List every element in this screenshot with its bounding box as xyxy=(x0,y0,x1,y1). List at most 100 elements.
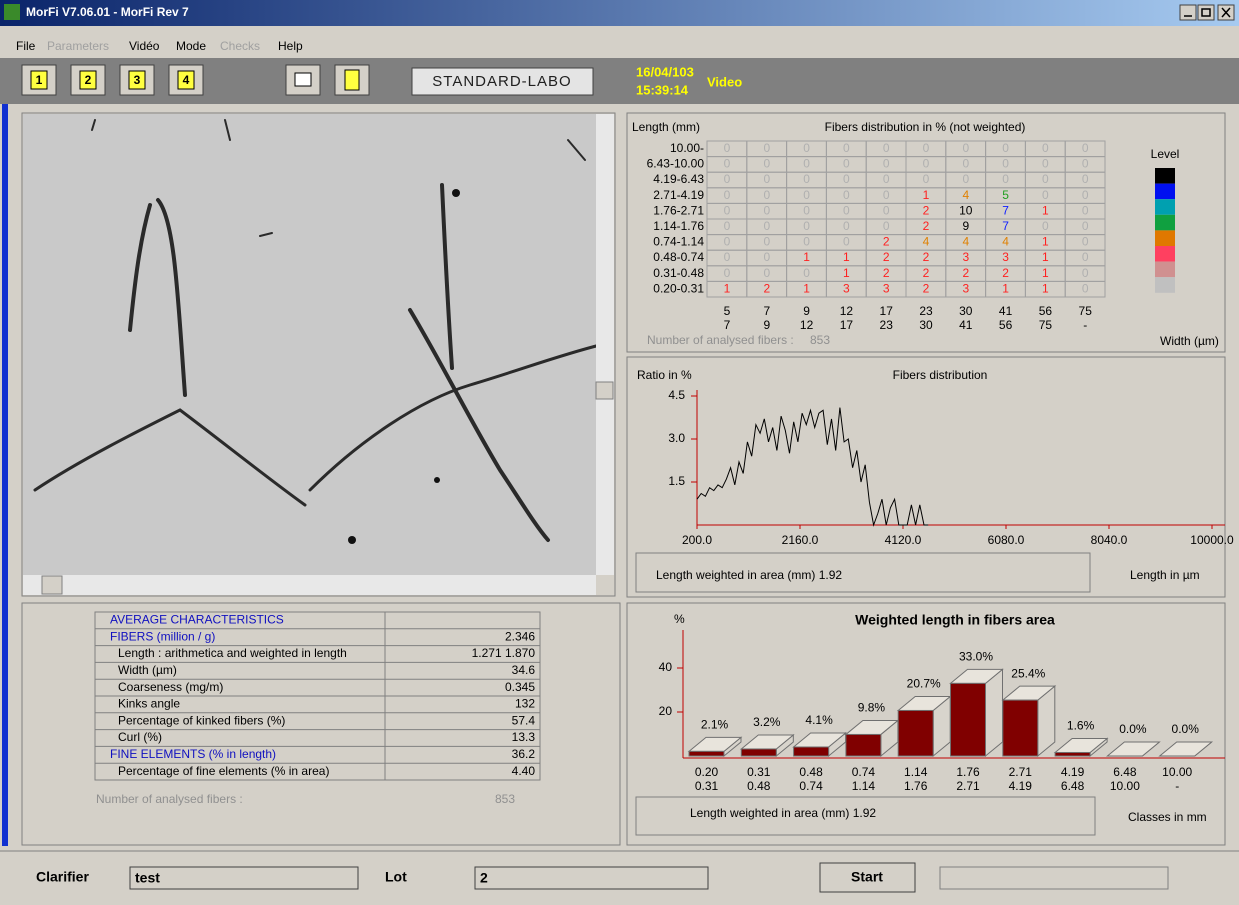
y-tick-label: 1.5 xyxy=(668,474,685,488)
cell-value: 3 xyxy=(843,281,850,295)
cell-value: 0 xyxy=(763,188,770,202)
x-tick-label: 2.71 xyxy=(1009,765,1033,779)
col-label: 30 xyxy=(959,304,973,318)
row-label: FINE ELEMENTS (% in length) xyxy=(110,747,276,761)
cell-value: 1 xyxy=(843,250,850,264)
menu-item: File xyxy=(16,39,36,53)
maximize-button[interactable] xyxy=(1198,5,1214,20)
screen-button-label: 4 xyxy=(183,73,190,87)
level-swatch xyxy=(1155,277,1175,293)
row-value: 13.3 xyxy=(512,730,536,744)
x-tick-label: 0.31 xyxy=(695,779,719,793)
col-label: 12 xyxy=(840,304,854,318)
y-tick-label: 20 xyxy=(659,704,673,718)
col-label: 23 xyxy=(919,304,933,318)
x-tick-label: 0.31 xyxy=(747,765,771,779)
menu-item: Parameters xyxy=(47,39,109,53)
cell-value: 1 xyxy=(1042,203,1049,217)
cell-value: 0 xyxy=(763,235,770,249)
cell-value: 0 xyxy=(1002,157,1009,171)
x-axis-label: Length in µm xyxy=(1130,568,1200,582)
cell-value: 2 xyxy=(923,250,930,264)
y-tick-label: 40 xyxy=(659,660,673,674)
microscope-image xyxy=(23,114,596,575)
x-tick-label: 0.20 xyxy=(695,765,719,779)
x-tick-label: 6.48 xyxy=(1113,765,1137,779)
cell-value: 0 xyxy=(724,141,731,155)
bar xyxy=(898,710,933,756)
row-label: FIBERS (million / g) xyxy=(110,629,215,643)
date: 16/04/103 xyxy=(636,64,694,79)
cell-value: 0 xyxy=(1082,250,1089,264)
cell-value: 2 xyxy=(923,266,930,280)
minimize-button[interactable] xyxy=(1180,5,1196,20)
value-label: 2.1% xyxy=(701,718,729,732)
cell-value: 0 xyxy=(843,188,850,202)
cell-value: 3 xyxy=(883,281,890,295)
screen-button-label: 1 xyxy=(36,73,43,87)
clarifier-input[interactable] xyxy=(130,867,358,889)
cell-value: 0 xyxy=(843,203,850,217)
x-tick-label: 8040.0 xyxy=(1091,533,1128,547)
bar xyxy=(794,747,829,756)
h-scrollbar[interactable] xyxy=(23,575,596,595)
cell-value: 0 xyxy=(962,157,969,171)
cell-value: 1 xyxy=(1042,266,1049,280)
cell-value: 0 xyxy=(803,203,810,217)
row-label: 6.43-10.00 xyxy=(647,157,705,171)
cell-value: 0 xyxy=(843,172,850,186)
v-scroll-thumb[interactable] xyxy=(596,382,613,399)
cell-value: 0 xyxy=(843,157,850,171)
cell-value: 0 xyxy=(724,235,731,249)
cell-value: 4 xyxy=(962,235,969,249)
count-value: 853 xyxy=(810,333,830,347)
matrix-title: Fibers distribution in % (not weighted) xyxy=(825,120,1026,134)
cell-value: 3 xyxy=(962,250,969,264)
col-label: 56 xyxy=(999,318,1013,332)
row-label: 0.48-0.74 xyxy=(653,250,704,264)
col-label: 41 xyxy=(959,318,973,332)
row-label: 4.19-6.43 xyxy=(653,172,704,186)
cell-value: 0 xyxy=(1042,219,1049,233)
cell-value: 2 xyxy=(923,281,930,295)
y-tick-label: 3.0 xyxy=(668,431,685,445)
cell-value: 0 xyxy=(843,235,850,249)
row-label: 2.71-4.19 xyxy=(653,188,704,202)
v-scrollbar[interactable] xyxy=(596,114,614,575)
cell-value: 0 xyxy=(1082,281,1089,295)
menu-item: Help xyxy=(278,39,303,53)
screen-button-label: 2 xyxy=(85,73,92,87)
bar xyxy=(1003,700,1038,756)
cell-value: 4 xyxy=(923,235,930,249)
x-tick-label: 0.48 xyxy=(747,779,771,793)
x-tick-label: 1.76 xyxy=(956,765,980,779)
level-swatch xyxy=(1155,246,1175,262)
row-label: 10.00- xyxy=(670,141,704,155)
col-label: 17 xyxy=(840,318,854,332)
cell-value: 2 xyxy=(923,203,930,217)
y-tick-label: 4.5 xyxy=(668,388,685,402)
bar-side xyxy=(986,669,1003,756)
cell-value: 0 xyxy=(962,141,969,155)
cell-value: 0 xyxy=(763,266,770,280)
cell-value: 0 xyxy=(763,172,770,186)
progress-bar xyxy=(940,867,1168,889)
col-label: 9 xyxy=(763,318,770,332)
cell-value: 0 xyxy=(1042,157,1049,171)
row-label: Curl (%) xyxy=(118,730,162,744)
y-axis-label: Ratio in % xyxy=(637,368,692,382)
cell-value: 1 xyxy=(1002,281,1009,295)
mode: Video xyxy=(707,74,742,89)
cell-value: 1 xyxy=(803,281,810,295)
h-scroll-thumb[interactable] xyxy=(42,576,62,594)
cell-value: 0 xyxy=(724,266,731,280)
value-label: 33.0% xyxy=(959,650,993,664)
level-swatch xyxy=(1155,168,1175,184)
col-label: - xyxy=(1083,318,1087,332)
x-tick-label: 2160.0 xyxy=(782,533,819,547)
field-label: Clarifier xyxy=(36,869,89,885)
lot-input[interactable] xyxy=(475,867,708,889)
cell-value: 9 xyxy=(962,219,969,233)
cell-value: 4 xyxy=(1002,235,1009,249)
cell-value: 0 xyxy=(962,172,969,186)
